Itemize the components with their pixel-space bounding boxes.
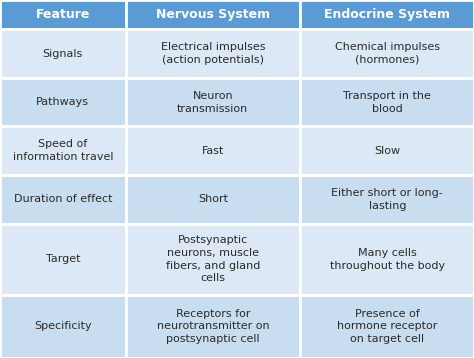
Bar xyxy=(126,78,300,126)
Bar xyxy=(300,175,474,224)
Bar xyxy=(126,295,300,358)
Bar xyxy=(300,126,474,175)
Bar xyxy=(126,29,300,78)
Bar xyxy=(126,0,300,29)
Bar xyxy=(0,175,126,224)
Text: Electrical impulses
(action potentials): Electrical impulses (action potentials) xyxy=(161,42,265,65)
Bar xyxy=(0,126,126,175)
Bar xyxy=(0,78,126,126)
Text: Postsynaptic
neurons, muscle
fibers, and gland
cells: Postsynaptic neurons, muscle fibers, and… xyxy=(165,235,260,284)
Text: Chemical impulses
(hormones): Chemical impulses (hormones) xyxy=(335,42,440,65)
Text: Transport in the
blood: Transport in the blood xyxy=(343,91,431,113)
Text: Many cells
throughout the body: Many cells throughout the body xyxy=(330,248,445,271)
Text: Slow: Slow xyxy=(374,146,401,156)
Bar xyxy=(126,126,300,175)
Text: Presence of
hormone receptor
on target cell: Presence of hormone receptor on target c… xyxy=(337,309,438,344)
Bar xyxy=(300,78,474,126)
Text: Feature: Feature xyxy=(36,8,90,21)
Text: Neuron
transmission: Neuron transmission xyxy=(177,91,248,113)
Bar xyxy=(0,29,126,78)
Text: Duration of effect: Duration of effect xyxy=(14,194,112,204)
Text: Pathways: Pathways xyxy=(36,97,89,107)
Bar xyxy=(300,29,474,78)
Text: Endocrine System: Endocrine System xyxy=(324,8,450,21)
Bar xyxy=(300,224,474,295)
Text: Short: Short xyxy=(198,194,228,204)
Text: Speed of
information travel: Speed of information travel xyxy=(12,139,113,162)
Text: Target: Target xyxy=(46,254,80,264)
Bar xyxy=(0,0,126,29)
Text: Specificity: Specificity xyxy=(34,321,91,332)
Text: Signals: Signals xyxy=(43,48,83,58)
Bar xyxy=(126,175,300,224)
Bar xyxy=(300,295,474,358)
Text: Receptors for
neurotransmitter on
postsynaptic cell: Receptors for neurotransmitter on postsy… xyxy=(156,309,269,344)
Text: Either short or long-
lasting: Either short or long- lasting xyxy=(331,188,443,211)
Bar xyxy=(126,224,300,295)
Bar xyxy=(300,0,474,29)
Bar xyxy=(0,295,126,358)
Text: Nervous System: Nervous System xyxy=(156,8,270,21)
Text: Fast: Fast xyxy=(201,146,224,156)
Bar xyxy=(0,224,126,295)
